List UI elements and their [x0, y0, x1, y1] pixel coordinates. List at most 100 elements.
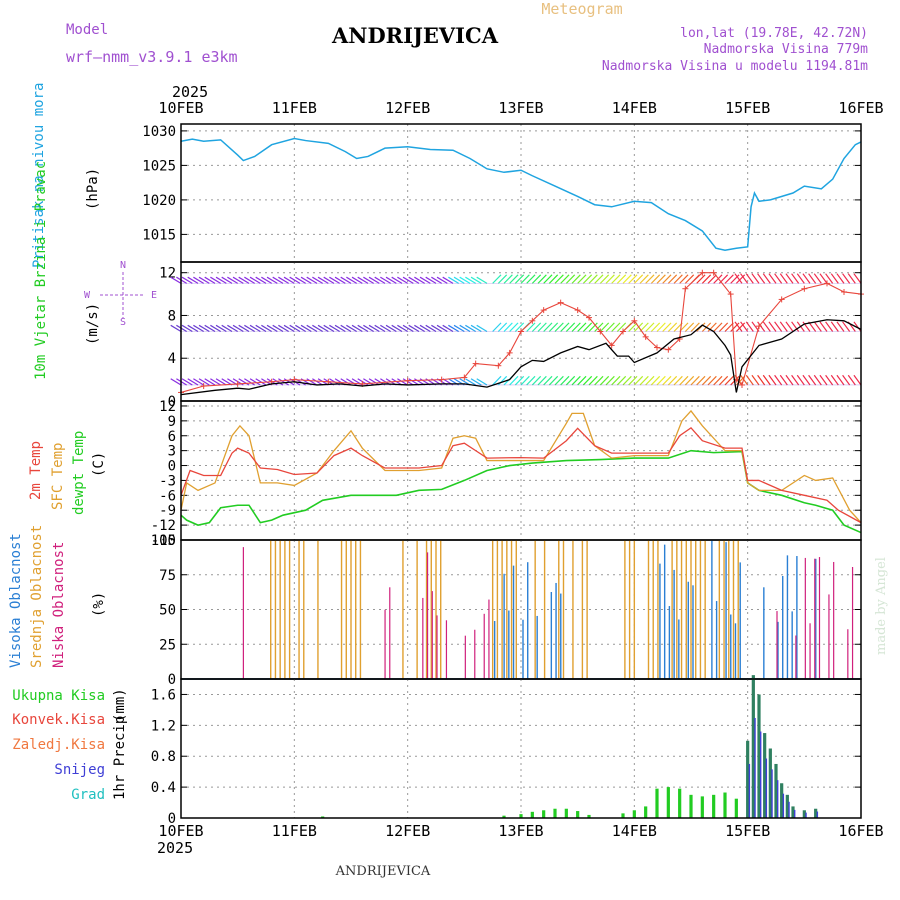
wind-barb [796, 374, 805, 386]
wind-barb [374, 276, 386, 284]
wind-barb [170, 324, 182, 333]
snow-bar [771, 769, 773, 818]
wind-barb [757, 273, 766, 284]
precip-bar [802, 810, 806, 818]
wind-barb [622, 274, 632, 284]
wind-barb [594, 375, 604, 386]
precip-bar [587, 814, 591, 818]
wind-barb [459, 276, 471, 284]
wind-barb [656, 375, 666, 386]
wind-barb [255, 324, 267, 333]
y-tick-label: 4 [168, 351, 176, 367]
wind-barb [419, 276, 431, 284]
wind-speed-line [180, 319, 862, 396]
wind-barb [836, 374, 845, 386]
precip-bar [666, 787, 670, 818]
temp-unit: (C) [91, 452, 107, 477]
precip-bar [564, 808, 568, 818]
wind-barb [605, 274, 615, 284]
wind-barb [368, 324, 380, 333]
legend-snijeg: Snijeg [54, 762, 105, 778]
wind-barb [181, 378, 193, 386]
wind-barb [548, 322, 559, 332]
wind-barb [215, 378, 227, 386]
wind-barb [616, 322, 627, 332]
wind-barb [808, 374, 817, 386]
wind-barb [701, 274, 712, 284]
wind-barb [187, 276, 199, 284]
wind-barb [594, 274, 604, 284]
precip-bar [712, 794, 716, 818]
y-tick-label: -12 [151, 518, 176, 534]
bottom-date-label: 13FEB [498, 822, 543, 840]
wind-barb [740, 273, 749, 284]
wind-barb [249, 378, 261, 386]
wind-barb [397, 378, 408, 386]
precip-bar [530, 811, 534, 818]
wind-barb [667, 375, 678, 386]
wind-barb [408, 378, 420, 386]
wind-barb [531, 322, 542, 332]
wind-barb [537, 274, 547, 284]
wind-barb [605, 322, 615, 332]
wind-barb [548, 274, 559, 284]
precip-bar [553, 808, 557, 818]
wind-barb [554, 322, 564, 332]
wind-barb [690, 375, 700, 386]
y-tick-label: 9 [168, 414, 176, 430]
wind-barb [813, 374, 822, 386]
wind-barb [520, 375, 530, 386]
wind-barb [170, 378, 182, 386]
wind-barb [757, 374, 766, 386]
wind-barb [215, 276, 227, 284]
bottom-date-label: 10FEB [158, 822, 203, 840]
bottom-date-label: 11FEB [272, 822, 317, 840]
wind-barb [830, 273, 839, 284]
wind-barb [244, 324, 255, 333]
wind-barb [628, 274, 638, 284]
snow-bar [760, 731, 762, 818]
wind-barb [497, 322, 508, 332]
precip-bar [644, 806, 648, 818]
y-tick-label: 3 [168, 444, 176, 460]
snow-bar [805, 812, 807, 818]
wind-barb [645, 274, 655, 284]
wind-barb [713, 274, 723, 284]
wind-barb [808, 273, 817, 284]
wind-barb [842, 374, 851, 386]
wind-barb [577, 375, 587, 386]
wind-barb [588, 375, 598, 386]
pressure-frame [180, 123, 862, 263]
wind-barb [560, 322, 570, 332]
y-tick-label: 25 [159, 637, 176, 653]
wind-barb [232, 276, 244, 284]
wind-barb [560, 274, 570, 284]
wind-barb [204, 378, 216, 386]
bottom-date-label: 15FEB [725, 822, 770, 840]
wind-barb [261, 324, 272, 333]
wind-barb [497, 274, 508, 284]
y-tick-label: 6 [168, 429, 176, 445]
wind-barb [187, 378, 199, 386]
wind-barb [476, 276, 488, 284]
wind-barb [170, 276, 182, 284]
snow-bar [748, 763, 751, 818]
wind-barb [306, 324, 318, 333]
wind-barb [509, 322, 519, 332]
wind-barb [701, 375, 712, 386]
temp-dewpt-label: dewpt Temp [71, 431, 87, 515]
wind-unit: (m/s) [85, 303, 101, 345]
wind-barb [611, 322, 621, 332]
wind-barb [762, 273, 771, 284]
precip-bar [751, 675, 755, 818]
wind-barb [650, 322, 661, 332]
wind-barb [255, 378, 267, 386]
wind-barb [266, 276, 278, 284]
precip-bar [502, 815, 506, 818]
wind-barb [198, 276, 210, 284]
wind-barb [650, 274, 661, 284]
wind-barb [380, 324, 391, 333]
y-tick-label: 1.2 [151, 718, 176, 734]
wind-barb [470, 378, 482, 386]
y-tick-label: -9 [159, 503, 176, 519]
